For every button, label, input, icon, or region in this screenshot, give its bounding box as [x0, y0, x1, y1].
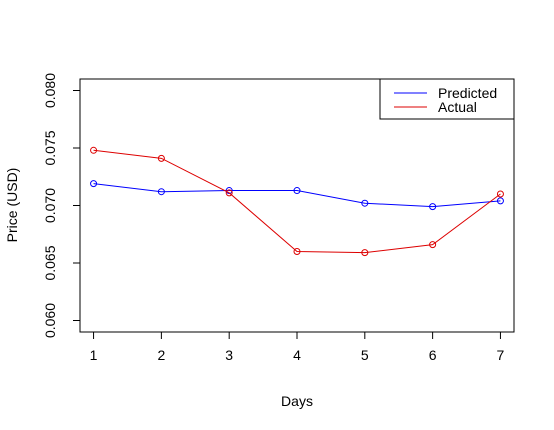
x-tick-label: 2 — [157, 347, 165, 363]
data-point-actual — [293, 248, 301, 255]
data-point-actual — [90, 146, 98, 154]
legend: Predicted Actual — [379, 78, 515, 120]
y-tick-label: 0.060 — [42, 303, 58, 338]
x-tick-label: 1 — [90, 347, 98, 363]
x-tick-label: 5 — [361, 347, 369, 363]
series-actual — [90, 146, 504, 257]
x-tick-label: 7 — [497, 347, 505, 363]
data-point-actual — [225, 189, 233, 197]
y-axis-label: Price (USD) — [4, 168, 20, 243]
series-predicted — [90, 180, 504, 211]
x-tick-label: 4 — [293, 347, 301, 363]
data-point-predicted — [157, 188, 165, 196]
data-point-predicted — [293, 187, 301, 195]
series-layer — [90, 146, 504, 257]
y-tick-label: 0.075 — [42, 130, 58, 165]
y-axis: 0.060 0.065 0.070 0.075 0.080 — [42, 73, 81, 338]
series-line-actual — [93, 149, 501, 254]
data-point-actual — [496, 190, 504, 198]
x-axis-label: Days — [281, 393, 313, 409]
legend-label-predicted: Predicted — [438, 85, 497, 101]
data-point-actual — [361, 249, 369, 257]
y-tick-label: 0.070 — [42, 188, 58, 223]
data-point-predicted — [90, 180, 98, 188]
data-point-predicted — [429, 203, 437, 211]
x-axis: 1 2 3 4 5 6 7 — [90, 331, 505, 363]
x-tick-label: 3 — [225, 347, 233, 363]
series-line-predicted — [93, 183, 501, 208]
y-tick-label: 0.065 — [42, 245, 58, 280]
x-tick-label: 6 — [429, 347, 437, 363]
legend-box — [379, 78, 515, 120]
data-point-predicted — [496, 197, 504, 205]
y-tick-label: 0.080 — [42, 73, 58, 108]
data-point-predicted — [361, 199, 369, 207]
data-point-predicted — [225, 187, 233, 195]
legend-label-actual: Actual — [438, 99, 477, 115]
data-point-actual — [157, 154, 165, 162]
data-point-actual — [429, 241, 437, 249]
